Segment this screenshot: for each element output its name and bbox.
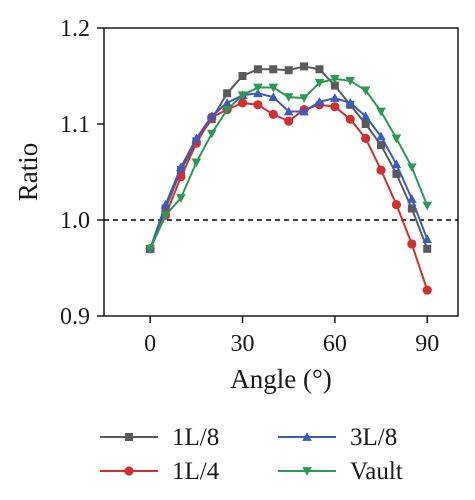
y-tick-label: 1.2 <box>60 16 90 42</box>
y-axis-title: Ratio <box>13 143 43 202</box>
data-point <box>407 239 417 249</box>
x-tick-label: 90 <box>415 331 439 357</box>
data-point <box>300 62 309 71</box>
legend-swatch-marker <box>302 467 312 476</box>
data-point <box>423 244 432 253</box>
series-Vault <box>145 75 433 254</box>
series-3L/8 <box>145 88 433 253</box>
legend-swatch-marker <box>124 466 134 476</box>
legend-item: 1L/4 <box>100 458 220 485</box>
data-point <box>345 114 355 124</box>
legend-item: 1L/8 <box>100 424 219 451</box>
data-point <box>376 131 386 141</box>
data-point <box>268 109 278 119</box>
x-axis-title: Angle (°) <box>230 364 332 394</box>
legend-label: Vault <box>350 458 403 485</box>
data-point <box>422 201 433 211</box>
data-point <box>407 163 417 172</box>
legend-label: 1L/8 <box>172 424 219 451</box>
data-point <box>376 165 386 175</box>
data-point <box>345 98 356 107</box>
plot-frame <box>103 27 459 317</box>
data-point <box>392 169 401 178</box>
data-point <box>238 72 247 80</box>
legend-item: Vault <box>278 458 403 485</box>
data-point <box>253 65 262 74</box>
data-point <box>391 159 402 169</box>
data-point <box>376 107 386 117</box>
data-point <box>283 93 294 102</box>
series-line <box>149 101 429 291</box>
series-1L/4 <box>145 98 432 295</box>
data-point <box>314 97 325 106</box>
data-point <box>222 105 232 115</box>
legend-swatch-marker <box>125 433 133 441</box>
data-point <box>330 75 340 84</box>
y-tick-label: 1.0 <box>60 208 90 234</box>
series-line <box>149 77 429 250</box>
x-ticks: 0 30 60 90 <box>144 316 439 357</box>
data-point <box>315 65 324 74</box>
data-point <box>299 94 309 103</box>
data-point <box>361 120 370 128</box>
x-tick-label: 60 <box>323 331 347 357</box>
data-point <box>191 158 202 168</box>
data-point <box>361 133 371 143</box>
data-point <box>345 76 356 86</box>
data-point <box>145 244 155 254</box>
data-point <box>237 98 248 108</box>
data-point <box>330 81 339 90</box>
data-point <box>268 83 279 93</box>
y-tick-label: 0.9 <box>60 304 90 330</box>
data-point <box>253 88 263 98</box>
plot-area: 0 30 60 90 0.9 1.0 1.1 1.2 <box>60 16 459 357</box>
data-point <box>176 162 186 172</box>
data-point <box>284 66 293 75</box>
data-point <box>222 98 232 107</box>
legend-label: 3L/8 <box>350 424 397 451</box>
legend-item: 3L/8 <box>278 424 397 451</box>
data-point <box>191 133 202 143</box>
x-tick-label: 0 <box>144 331 156 357</box>
legend-swatch-marker <box>302 432 312 441</box>
data-point <box>269 65 278 74</box>
data-point <box>176 194 186 203</box>
data-point <box>160 199 171 209</box>
data-point <box>237 91 248 100</box>
series-layer <box>145 62 433 295</box>
data-point <box>360 111 371 121</box>
data-point <box>314 78 325 88</box>
data-point <box>223 89 232 98</box>
data-point <box>160 211 171 220</box>
data-point <box>391 134 402 144</box>
legend: 1L/8 1L/4 3L/8 Vault <box>100 424 403 485</box>
data-point <box>284 116 294 126</box>
data-point <box>283 106 294 116</box>
data-point <box>407 194 417 203</box>
data-point <box>206 129 217 139</box>
data-point <box>407 204 416 213</box>
data-point <box>330 93 340 102</box>
data-point <box>330 102 340 112</box>
data-point <box>377 141 386 150</box>
x-tick-label: 30 <box>231 331 255 357</box>
data-point <box>268 92 279 101</box>
data-point <box>299 106 309 116</box>
data-point <box>422 285 432 295</box>
data-point <box>391 200 402 210</box>
y-tick-label: 1.1 <box>60 112 90 138</box>
data-point <box>360 86 371 96</box>
legend-label: 1L/4 <box>172 458 220 485</box>
data-point <box>253 83 263 93</box>
y-ticks: 0.9 1.0 1.1 1.2 <box>60 16 104 330</box>
data-point <box>206 111 217 121</box>
data-point <box>422 234 433 244</box>
data-point <box>253 100 263 110</box>
